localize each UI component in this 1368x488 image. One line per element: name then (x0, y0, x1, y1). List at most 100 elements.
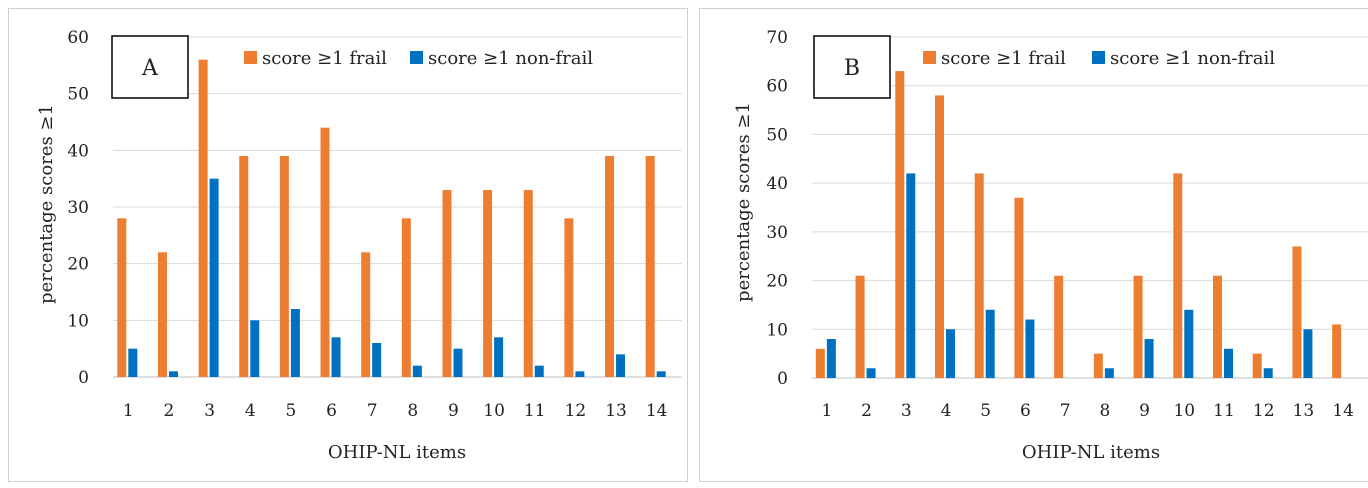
bar-nonfrail (656, 371, 666, 377)
bar-frail (483, 190, 493, 377)
bars (815, 71, 1342, 378)
x-tick-label: 14 (1332, 401, 1354, 421)
bar-frail (645, 156, 655, 377)
x-tick-label: 3 (204, 401, 215, 421)
chart-panel-a: 0 10 20 30 40 50 60 1 2 3 4 5 6 7 8 9 10 11 12 13 14 OHIP-N… (8, 8, 688, 482)
bar-nonfrail (575, 371, 585, 377)
x-tick-label: 14 (646, 401, 668, 421)
legend-swatch-nonfrail (1092, 51, 1105, 64)
y-tick-label: 30 (766, 223, 788, 243)
x-tick-label: 7 (1060, 401, 1071, 421)
x-tick-label: 1 (821, 401, 832, 421)
panel-label-box (111, 35, 189, 99)
y-tick-labels: 0 10 20 30 40 50 60 (67, 28, 89, 388)
bar-nonfrail (616, 354, 626, 377)
x-tick-label: 13 (1293, 401, 1315, 421)
x-tick-label: 6 (326, 401, 337, 421)
bar-frail (564, 218, 574, 377)
bar-nonfrail (372, 343, 382, 377)
x-tick-label: 13 (605, 401, 627, 421)
legend-label-frail: score ≥1 frail (941, 48, 1066, 69)
bar-frail (117, 218, 127, 377)
bar-nonfrail (412, 365, 422, 377)
panel-label: A (141, 56, 159, 81)
bar-nonfrail (453, 348, 463, 377)
bar-nonfrail (331, 337, 341, 377)
bar-frail (605, 156, 615, 377)
y-tick-label: 10 (766, 320, 788, 340)
bar-frail (1173, 173, 1183, 378)
x-tick-labels: 1 2 3 4 5 6 7 8 9 10 11 12 13 14 (123, 401, 668, 421)
bar-nonfrail (985, 309, 995, 378)
x-tick-label: 9 (448, 401, 459, 421)
bar-nonfrail (866, 368, 876, 378)
x-tick-label: 10 (1173, 401, 1195, 421)
bar-nonfrail (1104, 368, 1114, 378)
chart-panel-b: 0 10 20 30 40 50 60 70 1 2 3 4 5 6 7 8 9 10 11 12 13 14 OHIP… (697, 0, 1368, 488)
bar-frail (320, 127, 330, 378)
x-tick-label: 12 (1253, 401, 1275, 421)
bar-nonfrail (826, 339, 836, 378)
y-tick-label: 40 (766, 174, 788, 194)
bar-nonfrail (1224, 348, 1233, 378)
x-tick-label: 5 (980, 401, 991, 421)
x-axis-title: OHIP-NL items (328, 442, 466, 463)
bar-frail (1292, 246, 1302, 378)
gridlines (812, 36, 1368, 379)
bar-frail (361, 252, 371, 377)
bar-frail (442, 190, 452, 377)
bar-frail (198, 59, 208, 378)
y-tick-label: 0 (777, 369, 788, 389)
bar-nonfrail (209, 178, 219, 377)
legend: score ≥1 frail score ≥1 non-frail (244, 48, 593, 69)
bar-nonfrail (1184, 309, 1194, 378)
bar-frail (1054, 275, 1064, 378)
y-tick-label: 30 (67, 198, 89, 218)
bar-frail (974, 173, 984, 378)
x-tick-label: 9 (1139, 401, 1150, 421)
bar-nonfrail (168, 371, 178, 377)
panel-label-box (813, 35, 891, 99)
y-tick-label: 10 (67, 311, 89, 331)
x-tick-label: 8 (407, 401, 418, 421)
bar-nonfrail (946, 329, 955, 378)
x-tick-label: 4 (941, 401, 952, 421)
panel-border (699, 8, 1368, 482)
x-tick-label: 12 (565, 401, 587, 421)
x-tick-label: 4 (245, 401, 256, 421)
y-tick-label: 60 (766, 77, 788, 97)
bar-frail (1133, 275, 1143, 378)
bar-frail (815, 348, 825, 378)
bar-frail (523, 190, 533, 377)
bar-nonfrail (1303, 329, 1313, 378)
x-tick-label: 3 (901, 401, 912, 421)
y-tick-label: 20 (766, 272, 788, 292)
bar-frail (239, 156, 249, 377)
y-tick-label: 50 (766, 125, 788, 145)
y-tick-labels: 0 10 20 30 40 50 60 70 (766, 28, 788, 389)
legend-label-frail: score ≥1 frail (262, 48, 387, 69)
bar-nonfrail (494, 337, 504, 377)
x-axis-title: OHIP-NL items (1022, 442, 1160, 463)
legend-swatch-frail (244, 51, 257, 64)
x-tick-label: 5 (285, 401, 296, 421)
y-axis-title: percentage scores ≥1 (36, 104, 57, 304)
bar-frail (935, 95, 944, 378)
bar-nonfrail (1025, 319, 1035, 378)
legend: score ≥1 frail score ≥1 non-frail (923, 48, 1275, 69)
x-tick-label: 6 (1020, 401, 1031, 421)
x-tick-label: 7 (367, 401, 378, 421)
y-axis-title: percentage scores ≥1 (733, 102, 754, 302)
y-tick-label: 50 (67, 85, 89, 105)
bar-nonfrail (906, 173, 916, 378)
bar-frail (157, 252, 167, 377)
bar-nonfrail (534, 365, 544, 377)
y-tick-label: 20 (67, 255, 89, 275)
bar-frail (1213, 275, 1222, 378)
bar-nonfrail (1144, 339, 1154, 378)
bars (117, 59, 666, 378)
panel-label: B (844, 56, 860, 81)
x-tick-label: 11 (524, 401, 546, 421)
gridlines (113, 36, 682, 378)
